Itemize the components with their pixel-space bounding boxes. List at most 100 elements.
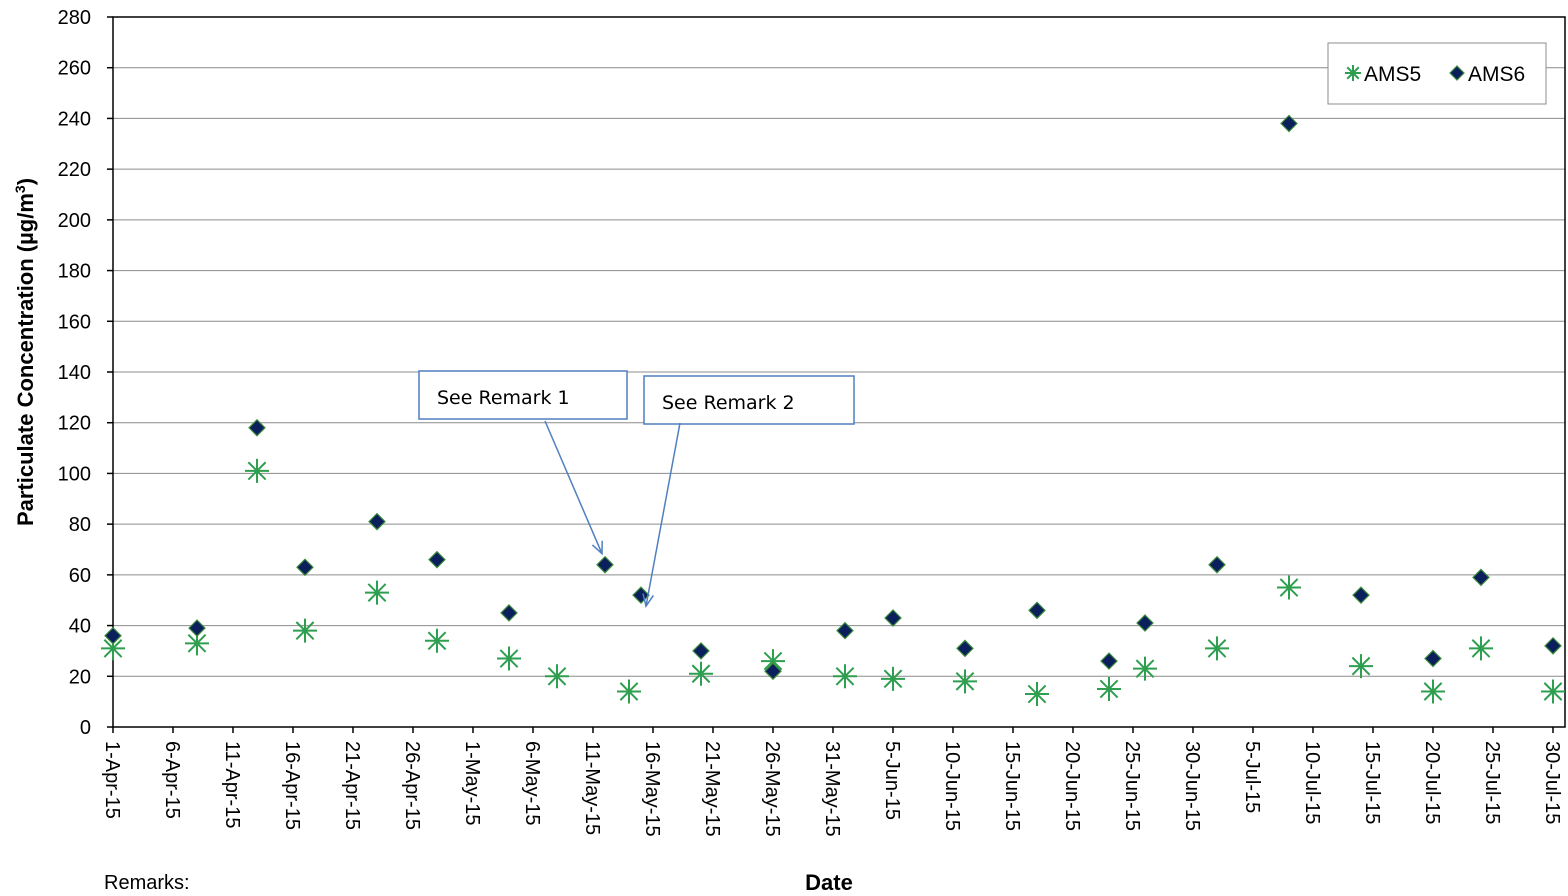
callout-label: See Remark 2 (662, 392, 795, 414)
y-axis-title-close: ) (13, 178, 38, 185)
y-tick-label: 40 (69, 616, 91, 638)
y-tick-label: 100 (58, 463, 91, 485)
callout-box (418, 370, 628, 420)
data-point-ams5 (1277, 575, 1301, 600)
x-tick-label: 20-Jun-15 (1061, 741, 1083, 831)
data-point-ams5 (617, 679, 641, 704)
y-axis: 0 20 40 60 80 100 120 140 160 180 200 220 240 260 280 (58, 7, 113, 739)
data-point-ams6 (1028, 601, 1046, 620)
data-point-ams5 (245, 458, 269, 483)
x-tick-label: 10-Jun-15 (941, 741, 963, 831)
data-point-ams6 (1424, 649, 1442, 668)
grid-lines (113, 67, 1565, 677)
data-point-ams5 (881, 666, 905, 691)
callout-1: See Remark 1 (418, 370, 628, 556)
data-point-ams5 (953, 669, 977, 694)
legend-entry-ams5: AMS5 (1345, 63, 1421, 86)
data-point-ams5 (185, 631, 209, 656)
y-axis-title-superscript: 3 (12, 185, 28, 193)
legend-marker-ams5 (1345, 65, 1361, 81)
x-tick-label: 15-Jul-15 (1361, 741, 1383, 824)
annotations: See Remark 1 See Remark 2 (418, 370, 855, 608)
data-point-ams6 (692, 642, 710, 660)
legend-label-ams5: AMS5 (1364, 63, 1421, 86)
data-point-ams6 (764, 662, 782, 681)
x-tick-label: 11-Apr-15 (221, 741, 243, 828)
data-point-ams5 (101, 636, 125, 661)
data-point-ams6 (1280, 114, 1298, 133)
y-tick-label: 240 (58, 108, 91, 130)
x-tick-label: 26-Apr-15 (401, 741, 423, 830)
x-axis-title: Date (805, 870, 853, 895)
x-tick-label: 26-May-15 (761, 741, 783, 837)
data-point-ams6 (596, 555, 614, 574)
x-axis: 1-Apr-15 6-Apr-15 11-Apr-15 16-Apr-15 21-Apr… (101, 727, 1563, 837)
remarks-label: Remarks: (104, 872, 190, 894)
callout-box (643, 375, 855, 425)
series-ams5 (101, 458, 1565, 707)
data-point-ams6 (956, 639, 974, 658)
callout-arrow (544, 420, 603, 555)
y-tick-label: 200 (58, 210, 91, 232)
x-tick-label: 21-Apr-15 (341, 741, 363, 830)
data-point-ams6 (1352, 586, 1370, 604)
data-point-ams6 (296, 558, 314, 577)
x-tick-label: 30-Jul-15 (1541, 741, 1563, 824)
x-tick-label: 20-Jul-15 (1421, 741, 1443, 824)
x-tick-label: 31-May-15 (821, 741, 843, 837)
data-point-ams5 (1421, 679, 1445, 704)
x-tick-label: 1-May-15 (461, 741, 483, 825)
data-point-ams6 (1100, 652, 1118, 670)
y-tick-label: 180 (58, 261, 91, 283)
x-tick-label: 6-Apr-15 (161, 741, 183, 819)
x-tick-label: 25-Jun-15 (1121, 741, 1143, 831)
data-point-ams6 (884, 609, 902, 627)
y-tick-label: 120 (58, 413, 91, 435)
data-point-ams6 (188, 619, 206, 637)
data-point-ams6 (104, 626, 122, 645)
data-point-ams5 (425, 628, 449, 653)
x-tick-label: 21-May-15 (701, 741, 723, 837)
x-tick-label: 5-Jul-15 (1241, 741, 1263, 813)
x-tick-label: 16-Apr-15 (281, 741, 303, 830)
y-tick-label: 160 (58, 311, 91, 333)
callout-2: See Remark 2 (642, 375, 855, 608)
legend-entry-ams6: AMS6 (1449, 63, 1525, 86)
data-point-ams6 (428, 550, 446, 569)
data-point-ams5 (1097, 676, 1121, 701)
data-point-ams6 (836, 621, 854, 640)
y-tick-label: 220 (58, 159, 91, 181)
legend: AMS5 AMS6 (1327, 42, 1547, 105)
callout-arrowhead (642, 593, 654, 608)
x-tick-label: 10-Jul-15 (1301, 741, 1323, 824)
data-point-ams6 (1472, 568, 1490, 587)
data-point-ams5 (497, 646, 521, 671)
data-point-ams5 (1205, 636, 1229, 661)
y-tick-label: 80 (69, 514, 91, 536)
data-point-ams5 (1541, 679, 1565, 704)
series-ams6 (104, 114, 1562, 681)
x-tick-label: 1-Apr-15 (101, 741, 123, 819)
data-point-ams6 (368, 512, 386, 531)
data-point-ams6 (248, 418, 266, 437)
legend-marker-ams6 (1449, 65, 1465, 81)
x-tick-label: 6-May-15 (521, 741, 543, 825)
data-point-ams6 (1208, 555, 1226, 574)
data-point-ams5 (689, 661, 713, 686)
y-tick-label: 20 (69, 666, 91, 688)
y-tick-label: 0 (80, 717, 91, 739)
callout-arrow (645, 422, 681, 607)
data-point-ams6 (632, 586, 650, 604)
x-tick-label: 11-May-15 (581, 741, 603, 835)
data-point-ams6 (500, 604, 518, 622)
data-point-ams5 (545, 664, 569, 689)
data-point-ams5 (833, 664, 857, 689)
y-tick-label: 260 (58, 58, 91, 80)
legend-box (1327, 42, 1547, 105)
x-tick-label: 30-Jun-15 (1181, 741, 1203, 831)
data-point-ams5 (293, 618, 317, 643)
data-point-ams6 (1136, 614, 1154, 632)
x-tick-label: 5-Jun-15 (881, 741, 903, 820)
x-tick-label: 25-Jul-15 (1481, 741, 1503, 824)
